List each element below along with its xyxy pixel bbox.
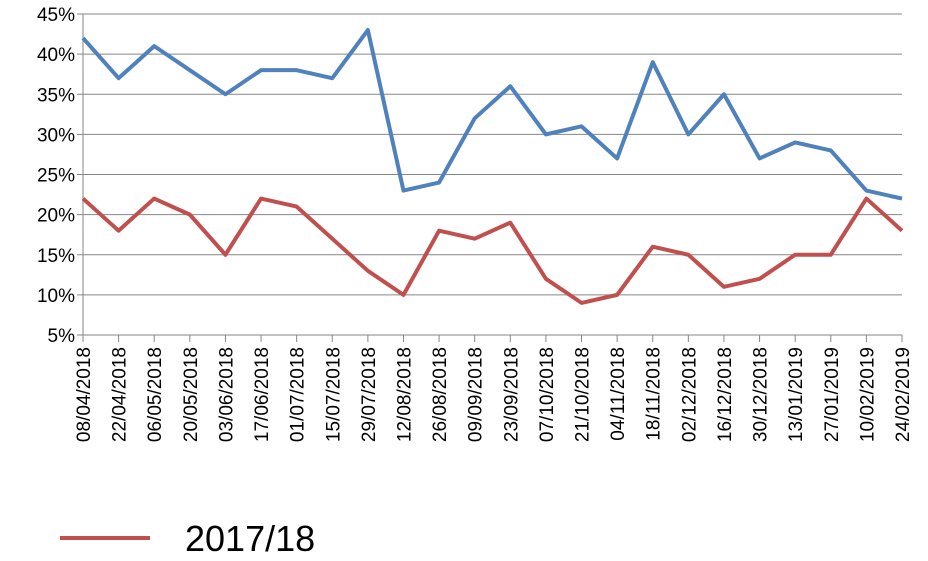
x-tick-label: 21/10/2018 xyxy=(573,347,594,442)
x-tick-label: 06/05/2018 xyxy=(145,347,166,442)
x-tick-label: 04/11/2018 xyxy=(608,347,629,441)
x-tick-label: 24/02/2019 xyxy=(893,347,914,442)
x-tick-label: 07/10/2018 xyxy=(537,347,558,442)
y-tick-label: 25% xyxy=(37,166,75,187)
x-tick-label: 10/02/2019 xyxy=(857,347,878,442)
x-tick-label: 03/06/2018 xyxy=(216,347,237,442)
x-tick-label: 23/09/2018 xyxy=(501,347,522,442)
y-tick-label: 10% xyxy=(37,286,75,307)
y-tick-label: 40% xyxy=(37,45,75,66)
x-tick-label: 17/06/2018 xyxy=(252,347,273,442)
y-tick-label: 15% xyxy=(37,246,75,267)
x-tick-label: 30/12/2018 xyxy=(751,347,772,442)
x-tick-label: 09/09/2018 xyxy=(466,347,487,442)
y-tick-label: 30% xyxy=(37,125,75,146)
series-line xyxy=(81,28,903,201)
y-tick-label: 5% xyxy=(48,326,76,347)
x-tick-label: 22/04/2018 xyxy=(110,347,131,442)
x-tick-label: 20/05/2018 xyxy=(181,347,202,442)
x-tick-label: 13/01/2019 xyxy=(786,347,807,442)
y-tick-label: 45% xyxy=(37,5,75,26)
x-tick-label: 01/07/2018 xyxy=(288,347,309,442)
y-tick-label: 35% xyxy=(37,85,75,106)
x-tick-label: 27/01/2019 xyxy=(822,347,843,442)
x-tick-label: 08/04/2018 xyxy=(74,347,95,442)
x-tick-label: 26/08/2018 xyxy=(430,347,451,442)
x-tick-label: 15/07/2018 xyxy=(323,347,344,442)
x-tick-label: 18/11/2018 xyxy=(644,347,665,441)
y-tick-label: 20% xyxy=(37,206,75,227)
x-tick-label: 29/07/2018 xyxy=(359,347,380,442)
legend-label: 2017/18 xyxy=(185,518,315,559)
series-line xyxy=(81,196,904,305)
x-tick-label: 02/12/2018 xyxy=(679,347,700,442)
x-tick-label: 12/08/2018 xyxy=(394,347,415,442)
x-tick-label: 16/12/2018 xyxy=(715,347,736,442)
